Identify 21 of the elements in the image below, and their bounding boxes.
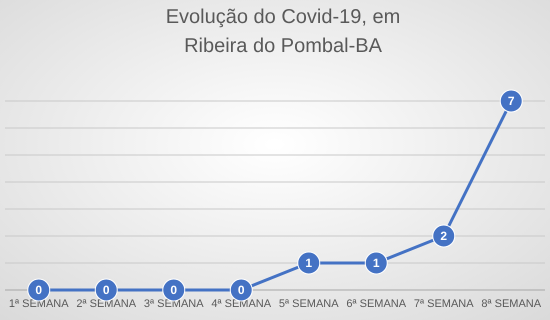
data-label: 0 [170, 283, 178, 298]
point [297, 252, 320, 274]
x-tick-label: 8ª SEMANA [481, 298, 542, 310]
x-tick-label: 1ª SEMANA [8, 298, 70, 310]
data-label: 0 [238, 283, 245, 298]
x-tick-label: 7ª SEMANA [414, 298, 474, 310]
x-tick-label: 4ª SEMANA [211, 298, 272, 310]
data-label: 0 [35, 283, 42, 298]
point [500, 90, 523, 112]
data-label: 7 [508, 94, 515, 108]
x-tick-label: 6ª SEMANA [346, 298, 407, 310]
chart-title: Evolução do Covid-19, em Ribeira do Pombal-BA [166, 6, 400, 57]
x-tick-label: 2ª SEMANA [76, 298, 137, 310]
data-label: 2 [440, 229, 448, 244]
x-tick-label: 3ª SEMANA [144, 298, 204, 310]
point [364, 252, 388, 274]
data-label: 0 [102, 283, 110, 298]
point [432, 224, 456, 248]
data-label: 1 [372, 256, 380, 270]
x-tick-label: 5ª SEMANA [278, 298, 340, 310]
data-label: 1 [305, 256, 312, 270]
